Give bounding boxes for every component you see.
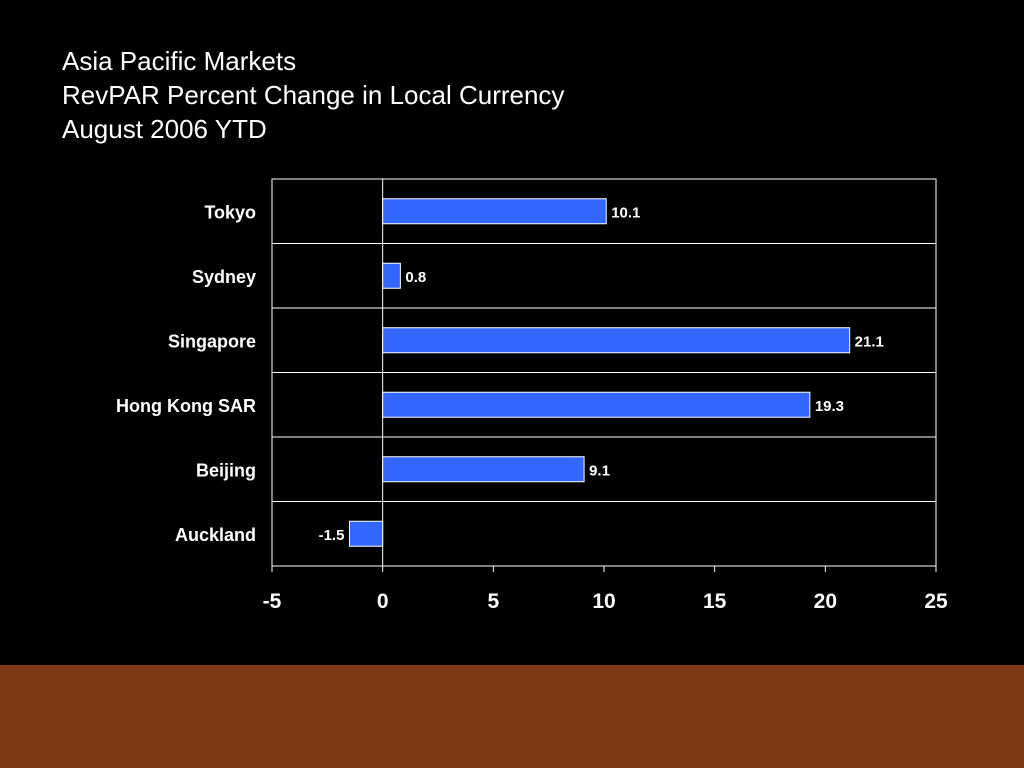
x-tick-label: 25 (924, 590, 948, 613)
data-label: -1.5 (319, 527, 345, 544)
bar-beijing (382, 456, 585, 483)
category-label: Auckland (175, 525, 256, 545)
x-tick-label: 5 (487, 590, 499, 613)
x-tick-label: 0 (377, 590, 389, 613)
x-tick-label: 10 (592, 590, 615, 613)
x-tick-label: 15 (703, 590, 727, 613)
data-label: 19.3 (815, 398, 844, 415)
data-label: 0.8 (405, 269, 426, 286)
bar-tokyo (382, 198, 607, 225)
bar-chart: -5 0 5 10 15 20 25 Tokyo 10.1 Sydney 0.8 Singapore 2… (116, 178, 948, 613)
data-label: 21.1 (855, 333, 884, 350)
category-label: Hong Kong SAR (116, 396, 256, 416)
chart-title: Asia Pacific Markets RevPAR Percent Chan… (62, 44, 564, 146)
title-line-3: August 2006 YTD (62, 114, 267, 144)
x-tick-label: 20 (814, 590, 837, 613)
title-line-2: RevPAR Percent Change in Local Currency (62, 80, 565, 110)
bar-auckland (348, 520, 384, 547)
bar-hong-kong-sar (382, 391, 811, 418)
bar-singapore (382, 327, 851, 354)
x-tick-label: -5 (263, 590, 282, 613)
category-label: Singapore (168, 331, 256, 351)
bar-sydney (382, 262, 401, 289)
category-label: Beijing (196, 460, 256, 480)
category-label: Tokyo (204, 202, 256, 222)
title-line-1: Asia Pacific Markets (62, 46, 297, 76)
category-label: Sydney (192, 267, 256, 287)
data-label: 10.1 (611, 204, 640, 221)
data-label: 9.1 (589, 462, 610, 479)
footer-band (0, 665, 1024, 768)
